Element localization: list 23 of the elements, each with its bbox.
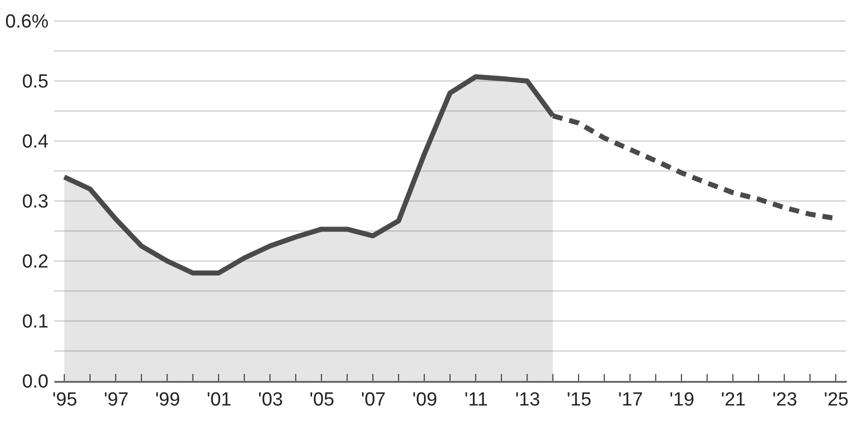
x-tick-label: '05 — [310, 390, 334, 410]
x-tick-label: '99 — [155, 390, 180, 410]
x-tick-label: '13 — [515, 390, 540, 410]
y-tick-label: 0.1 — [22, 312, 48, 332]
x-tick-label: '23 — [772, 390, 798, 410]
y-tick-label: 0.3 — [22, 192, 48, 212]
x-tick-label: '97 — [104, 390, 129, 410]
x-tick-label: '11 — [464, 390, 488, 410]
x-tick-label: '07 — [360, 390, 386, 410]
x-tick-label: '19 — [670, 390, 694, 410]
x-tick-label: '09 — [412, 390, 438, 410]
x-tick-label: '17 — [618, 390, 643, 410]
x-tick-label: '25 — [824, 390, 849, 410]
y-tick-label: 0.2 — [22, 252, 48, 272]
x-tick-label: '01 — [206, 390, 232, 410]
x-tick-label: '95 — [52, 390, 78, 410]
y-tick-label: 0.5 — [22, 72, 48, 92]
y-tick-label: 0.6% — [5, 12, 49, 32]
y-tick-label: 0.4 — [22, 132, 49, 152]
x-tick-label: '15 — [566, 390, 592, 410]
x-tick-label: '03 — [258, 390, 283, 410]
y-tick-label: 0.0 — [22, 372, 48, 392]
x-tick-label: '21 — [720, 390, 746, 410]
